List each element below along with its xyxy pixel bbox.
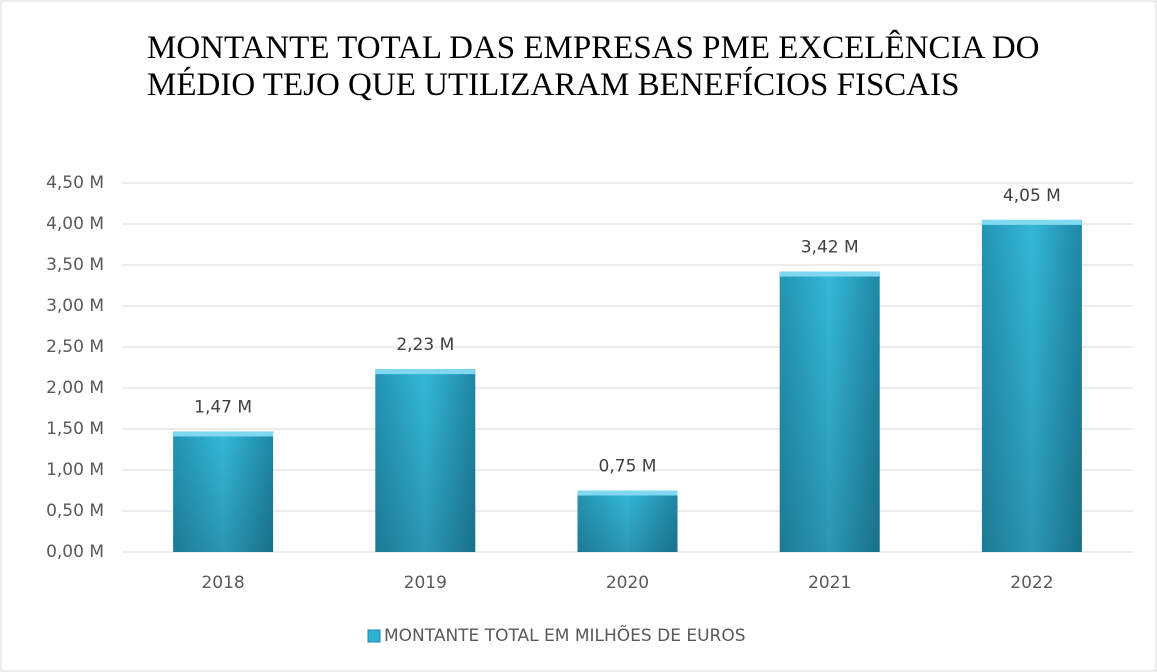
bar (375, 369, 476, 552)
legend-label: MONTANTE TOTAL EM MILHÕES DE EUROS (384, 624, 746, 646)
y-tick-label: 0,00 M (46, 542, 104, 562)
y-tick-label: 2,00 M (46, 378, 104, 398)
legend-swatch (367, 629, 381, 643)
y-tick-label: 1,50 M (46, 419, 104, 439)
data-label: 1,47 M (194, 397, 252, 417)
data-label: 2,23 M (396, 335, 454, 355)
bar (173, 431, 274, 552)
y-tick-label: 3,50 M (46, 255, 104, 275)
y-tick-label: 3,00 M (46, 296, 104, 316)
bar (577, 490, 678, 552)
x-tick-label: 2022 (1010, 573, 1053, 593)
x-tick-label: 2021 (808, 573, 851, 593)
y-tick-label: 2,50 M (46, 337, 104, 357)
x-tick-label: 2020 (606, 573, 649, 593)
y-tick-label: 1,00 M (46, 460, 104, 480)
y-tick-label: 4,00 M (46, 214, 104, 234)
x-tick-label: 2018 (201, 573, 244, 593)
bar (981, 219, 1082, 552)
y-tick-label: 0,50 M (46, 501, 104, 521)
x-tick-label: 2019 (404, 573, 447, 593)
chart-title: MONTANTE TOTAL DAS EMPRESAS PME EXCELÊNC… (147, 29, 1039, 66)
data-label: 4,05 M (1003, 186, 1061, 206)
data-label: 0,75 M (599, 457, 657, 477)
data-label: 3,42 M (801, 238, 859, 258)
y-tick-label: 4,50 M (46, 173, 104, 193)
bar (779, 271, 880, 552)
chart-title: MÉDIO TEJO QUE UTILIZARAM BENEFÍCIOS FIS… (147, 66, 959, 103)
